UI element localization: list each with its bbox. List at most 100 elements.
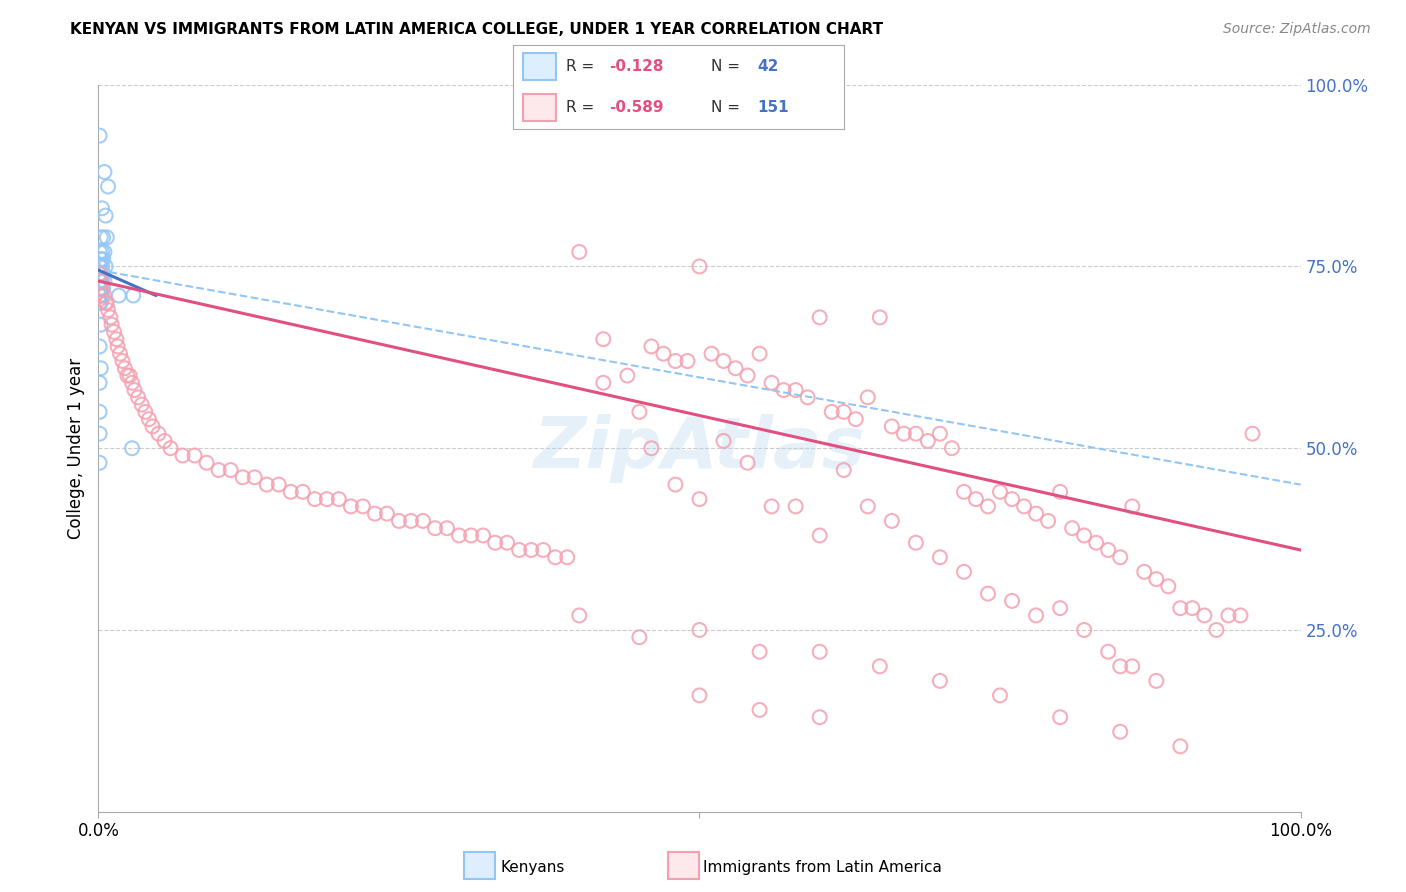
Point [91, 252, 114, 267]
Point [1001, 492, 1024, 507]
Point [315, 492, 337, 507]
Point [159, 442, 181, 455]
Point [772, 383, 794, 397]
Point [1025, 608, 1047, 623]
Point [91, 230, 114, 244]
Point [91, 281, 114, 295]
Point [508, 543, 530, 558]
Point [89, 274, 111, 288]
Text: -0.589: -0.589 [609, 100, 664, 115]
Point [97, 303, 120, 318]
Text: ZipAtlas: ZipAtlas [534, 414, 865, 483]
Text: R =: R = [567, 100, 595, 115]
Point [1229, 608, 1251, 623]
Point [131, 398, 153, 412]
Point [89, 426, 111, 441]
Point [977, 500, 1000, 514]
Point [713, 434, 735, 448]
Point [977, 587, 1000, 601]
Point [640, 442, 662, 455]
Point [90, 318, 112, 332]
Point [689, 689, 711, 703]
Point [737, 456, 759, 470]
Point [90, 252, 112, 267]
Point [340, 500, 363, 514]
Point [664, 477, 686, 491]
Point [364, 507, 387, 521]
Point [89, 128, 111, 143]
Point [124, 383, 146, 397]
Point [869, 659, 891, 673]
Point [304, 492, 326, 507]
Point [1218, 608, 1240, 623]
Point [89, 339, 111, 353]
Point [141, 419, 163, 434]
Point [689, 260, 711, 274]
Point [856, 390, 879, 404]
Point [869, 310, 891, 325]
Point [1097, 543, 1119, 558]
Point [352, 500, 374, 514]
Point [821, 405, 844, 419]
Text: N =: N = [711, 59, 741, 74]
Point [796, 390, 818, 404]
Point [592, 376, 614, 390]
Point [105, 332, 128, 346]
Point [127, 390, 149, 404]
Point [713, 354, 735, 368]
Point [100, 310, 122, 325]
Point [832, 405, 855, 419]
Point [89, 456, 111, 470]
Point [628, 630, 651, 644]
Point [904, 426, 927, 441]
Point [1144, 572, 1167, 586]
Point [100, 318, 122, 332]
Point [761, 376, 783, 390]
Point [544, 550, 567, 565]
Point [328, 492, 350, 507]
Point [1109, 724, 1132, 739]
Point [121, 442, 143, 455]
Point [93, 165, 115, 179]
Point [436, 521, 458, 535]
Point [93, 274, 115, 288]
Point [592, 332, 614, 346]
Point [447, 528, 470, 542]
Point [1049, 710, 1071, 724]
Point [748, 703, 770, 717]
FancyBboxPatch shape [523, 54, 557, 80]
Point [232, 470, 254, 484]
Point [808, 528, 831, 542]
Point [496, 535, 519, 549]
Y-axis label: College, Under 1 year: College, Under 1 year [66, 358, 84, 539]
Point [700, 347, 723, 361]
FancyBboxPatch shape [523, 94, 557, 120]
Point [1001, 594, 1024, 608]
Point [256, 477, 278, 491]
Point [291, 484, 314, 499]
Point [399, 514, 422, 528]
Point [388, 514, 411, 528]
Point [953, 484, 976, 499]
Point [1181, 601, 1204, 615]
Point [1121, 500, 1143, 514]
Point [134, 405, 156, 419]
Point [90, 288, 112, 302]
Point [89, 376, 111, 390]
Point [90, 274, 112, 288]
Point [89, 296, 111, 310]
Point [148, 426, 170, 441]
Point [183, 449, 205, 463]
Point [107, 339, 129, 353]
Text: Source: ZipAtlas.com: Source: ZipAtlas.com [1223, 22, 1371, 37]
Point [91, 202, 114, 216]
Text: N =: N = [711, 100, 741, 115]
Point [89, 267, 111, 281]
Point [1194, 608, 1216, 623]
Point [1049, 484, 1071, 499]
Point [1241, 426, 1264, 441]
Point [928, 550, 950, 565]
Point [640, 339, 662, 353]
Point [103, 325, 125, 339]
Point [208, 463, 231, 477]
